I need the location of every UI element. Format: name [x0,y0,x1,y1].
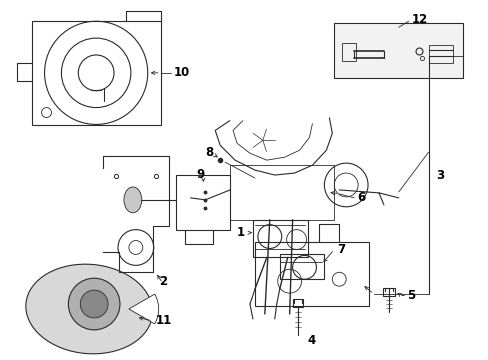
Bar [32,21,161,125]
Text: 9: 9 [196,167,204,181]
Text: 1: 1 [236,226,244,239]
Ellipse shape [26,264,152,354]
Wedge shape [129,294,158,324]
Ellipse shape [123,187,142,213]
Bar [382,288,394,296]
Bar [279,255,324,279]
Text: 4: 4 [307,334,315,347]
Bar [342,43,355,61]
Bar [175,175,230,230]
Bar [292,299,302,307]
Text: 8: 8 [205,146,213,159]
Circle shape [80,290,108,318]
Text: 5: 5 [406,289,414,302]
Bar [334,23,462,78]
Text: 3: 3 [436,168,444,181]
Bar [252,220,307,257]
Bar [254,242,368,306]
Text: 2: 2 [158,275,166,288]
Circle shape [68,278,120,330]
Bar [230,165,334,220]
Text: 6: 6 [356,192,365,204]
Text: 7: 7 [337,243,345,256]
Text: 11: 11 [155,314,172,327]
Text: 10: 10 [173,66,189,79]
Text: 12: 12 [411,13,427,26]
Bar [427,45,452,63]
